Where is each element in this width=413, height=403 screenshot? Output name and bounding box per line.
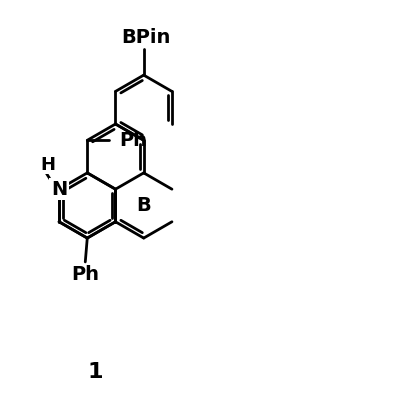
Text: Ph: Ph [71, 265, 99, 284]
Text: N: N [51, 180, 67, 199]
Text: B: B [136, 196, 151, 215]
Text: 1: 1 [88, 362, 103, 382]
Text: Ph: Ph [119, 131, 147, 150]
Text: BPin: BPin [121, 28, 171, 47]
Text: H: H [40, 156, 55, 174]
